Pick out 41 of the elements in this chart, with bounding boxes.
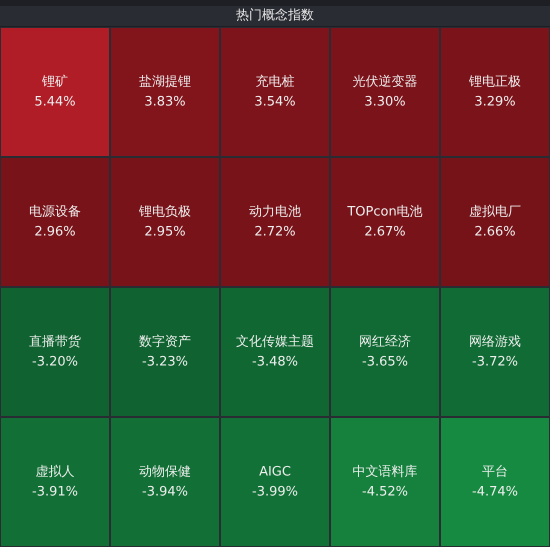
data-label: -3.91% <box>32 484 78 500</box>
category-label: 数字资产 <box>139 333 191 350</box>
category-label: 锂电负极 <box>138 204 191 220</box>
data-label: 2.96% <box>34 224 76 240</box>
category-label: 电源设备 <box>29 204 81 220</box>
category-label: 网络游戏 <box>469 334 521 350</box>
data-label: -3.72% <box>472 354 518 370</box>
text: 热门概念指数 <box>0 6 550 26</box>
category-label: 盐湖提锂 <box>139 74 191 90</box>
category-label: 充电桩 <box>256 74 294 90</box>
data-label: 2.66% <box>474 224 516 240</box>
category-label: 网红经济 <box>359 334 411 350</box>
data-label: -3.48% <box>252 354 298 370</box>
category-label: 虚拟人 <box>36 464 74 480</box>
data-label: 2.72% <box>254 224 296 240</box>
category-label: 平台 <box>482 464 508 480</box>
data-label: 3.54% <box>254 94 296 110</box>
data-label: -4.52% <box>362 484 408 500</box>
data-label: 5.44% <box>34 94 76 110</box>
data-label: -3.65% <box>362 354 408 370</box>
data-label: -3.94% <box>142 484 188 500</box>
category-label: 锂电正极 <box>468 74 521 90</box>
category-label: AIGC <box>259 464 291 480</box>
category-label: 中文语料库 <box>352 464 418 480</box>
category-label: 文化传媒主题 <box>236 333 314 350</box>
category-label: 动物保健 <box>139 464 191 480</box>
data-label: -3.23% <box>142 354 188 370</box>
data-label: -3.99% <box>252 484 298 500</box>
data-label: 3.83% <box>144 94 186 110</box>
category-label: 虚拟电厂 <box>469 204 521 220</box>
data-label: -4.74% <box>472 484 518 500</box>
category-label: 锂矿 <box>41 74 68 90</box>
data-label: 3.30% <box>364 94 406 110</box>
data-label: 2.67% <box>364 224 406 240</box>
category-label: 直播带货 <box>29 334 81 350</box>
data-label: 2.95% <box>144 224 186 240</box>
data-label: 3.29% <box>474 94 516 110</box>
data-label: -3.20% <box>32 354 78 370</box>
category-label: 动力电池 <box>249 204 301 220</box>
category-label: TOPcon电池 <box>346 204 423 220</box>
category-label: 光伏逆变器 <box>352 74 418 90</box>
